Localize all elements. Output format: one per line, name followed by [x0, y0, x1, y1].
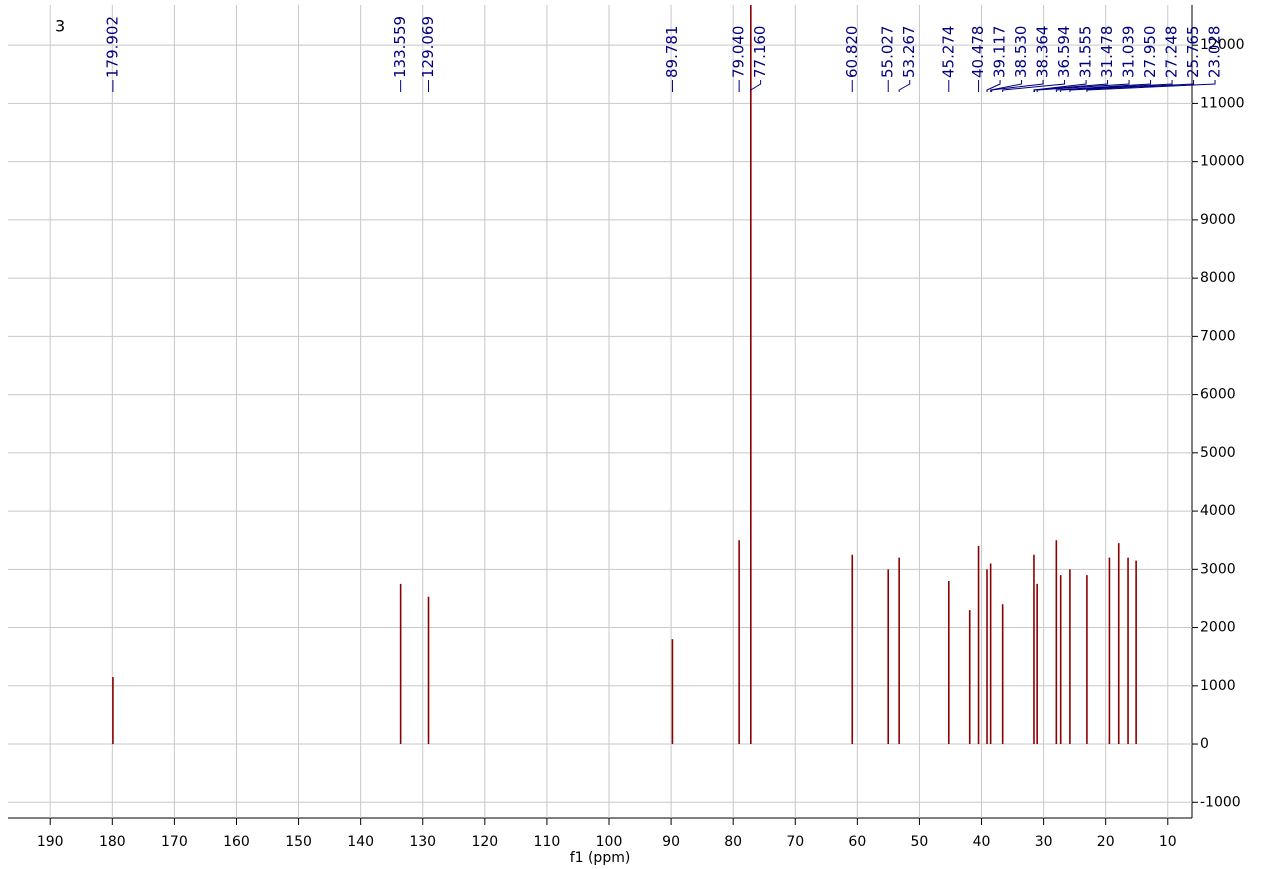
x-tick-label: 70	[786, 834, 804, 850]
x-tick-label: 40	[973, 834, 991, 850]
peak-label: 179.902	[103, 16, 121, 78]
y-tick-label: 7000	[1200, 328, 1236, 344]
x-tick-label: 180	[99, 834, 126, 850]
peak-label: 25.765	[1184, 26, 1202, 79]
peak-leader	[990, 80, 1023, 92]
x-tick-label: 160	[223, 834, 250, 850]
peak-label: 53.267	[900, 26, 918, 79]
x-tick-label: 100	[596, 834, 623, 850]
peak-label: 31.555	[1077, 26, 1095, 79]
peak-label: 40.478	[969, 26, 987, 79]
x-tick-label: 20	[1097, 834, 1115, 850]
y-tick-label: 6000	[1200, 387, 1236, 403]
y-tick-label: 5000	[1200, 445, 1236, 461]
peak-leader	[1055, 80, 1152, 92]
x-tick-label: 90	[662, 834, 680, 850]
peak-label: 31.039	[1120, 26, 1138, 79]
peak-leader	[1060, 80, 1173, 92]
peak-leader	[1069, 80, 1195, 92]
peak-leader	[1036, 80, 1130, 92]
x-tick-label: 10	[1159, 834, 1177, 850]
peak-leader	[750, 80, 762, 92]
plot-area	[112, 5, 1137, 745]
x-tick-label: 140	[347, 834, 374, 850]
peak-label: 23.028	[1206, 26, 1224, 79]
peak-label: 79.040	[730, 26, 748, 79]
peak-label: 77.160	[751, 26, 769, 79]
peak-leader	[1002, 80, 1066, 92]
x-tick-label: 170	[161, 834, 188, 850]
x-tick-label: 110	[534, 834, 561, 850]
x-tick-label: 190	[37, 834, 64, 850]
peak-label: 27.950	[1141, 26, 1159, 79]
peak-label: 27.248	[1163, 26, 1181, 79]
y-tick-label: 9000	[1200, 212, 1236, 228]
peak-label: 129.069	[419, 16, 437, 78]
y-tick-label: 2000	[1200, 620, 1236, 636]
peak-label: 36.594	[1055, 26, 1073, 79]
x-tick-label: 50	[911, 834, 929, 850]
y-tick-label: 4000	[1200, 503, 1236, 519]
y-tick-label: 0	[1200, 736, 1209, 752]
y-tick-label: 8000	[1200, 270, 1236, 286]
peak-label: 31.478	[1098, 26, 1116, 79]
peak-leader	[986, 80, 1001, 92]
peak-label: 133.559	[391, 16, 409, 78]
peak-label: 45.274	[939, 26, 957, 79]
peak-label: 55.027	[879, 26, 897, 79]
peak-leader	[1033, 80, 1109, 92]
chart-title: 3	[55, 17, 65, 36]
y-tick-label: 12000	[1200, 37, 1245, 53]
y-tick-label: 3000	[1200, 561, 1236, 577]
peak-leader	[898, 80, 911, 92]
peak-label: 38.364	[1034, 26, 1052, 79]
peak-label: 89.781	[663, 26, 681, 79]
peak-label: 39.117	[991, 26, 1009, 79]
y-tick-label: 11000	[1200, 95, 1245, 111]
x-tick-label: 60	[848, 834, 866, 850]
peak-label: 38.530	[1012, 26, 1030, 79]
x-tick-label: 120	[471, 834, 498, 850]
peak-label: 60.820	[843, 26, 861, 79]
x-tick-label: 130	[409, 834, 436, 850]
peak-leader	[991, 80, 1044, 92]
y-tick-label: -1000	[1200, 794, 1241, 810]
x-axis-label: f1 (ppm)	[570, 850, 631, 866]
y-tick-label: 10000	[1200, 154, 1245, 170]
x-tick-label: 30	[1035, 834, 1053, 850]
x-tick-label: 150	[285, 834, 312, 850]
peak-leader	[1086, 80, 1216, 92]
x-tick-label: 80	[724, 834, 742, 850]
y-tick-label: 1000	[1200, 678, 1236, 694]
